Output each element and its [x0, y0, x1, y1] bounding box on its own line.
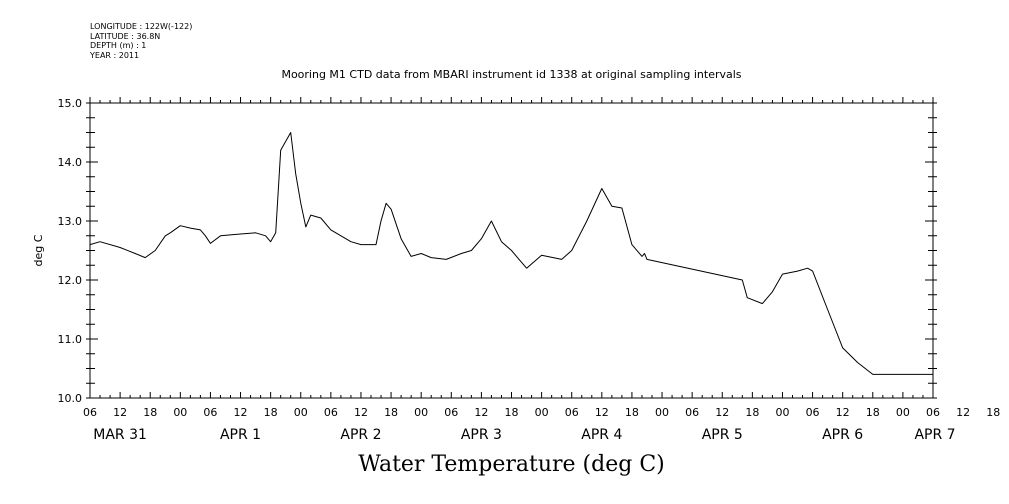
x-hour-label: 12 — [715, 406, 729, 419]
y-tick-label: 14.0 — [58, 156, 83, 169]
y-tick-label: 13.0 — [58, 215, 83, 228]
y-axis-ticks: 10.0 11.0 12.0 13.0 14.0 15.0 — [58, 97, 937, 405]
x-hour-label: 00 — [173, 406, 187, 419]
x-hour-label: 18 — [625, 406, 639, 419]
x-hour-label: 12 — [474, 406, 488, 419]
x-hour-label: 00 — [775, 406, 789, 419]
x-hour-label: 00 — [414, 406, 428, 419]
x-day-label: APR 3 — [461, 427, 502, 443]
x-hour-label: 18 — [264, 406, 278, 419]
x-hour-label: 06 — [926, 406, 940, 419]
x-hour-label: 06 — [685, 406, 699, 419]
x-hour-label: 06 — [444, 406, 458, 419]
x-hour-label: 18 — [143, 406, 157, 419]
footer-title: Water Temperature (deg C) — [358, 452, 665, 477]
x-hour-label: 18 — [986, 406, 1000, 419]
longitude-text: LONGITUDE : 122W(-122) — [90, 22, 193, 31]
y-tick-label: 11.0 — [58, 333, 83, 346]
y-tick-label: 10.0 — [58, 392, 83, 405]
x-day-label: APR 5 — [702, 427, 743, 443]
x-hour-label: 06 — [806, 406, 820, 419]
x-hour-label: 00 — [655, 406, 669, 419]
y-tick-label: 15.0 — [58, 97, 83, 110]
x-day-label: MAR 31 — [93, 427, 147, 443]
x-axis-ticks: 06 12 18 00 06 12 18 00 06 12 18 00 06 12 18 00 06 12 18 00… — [83, 97, 1000, 443]
x-day-label: APR 2 — [340, 427, 381, 443]
series-layer — [89, 132, 933, 375]
x-hour-label: 06 — [83, 406, 97, 419]
x-day-label: APR 6 — [822, 427, 863, 443]
series-line-0 — [89, 132, 933, 375]
x-hour-label: 12 — [354, 406, 368, 419]
latitude-text: LATITUDE : 36.8N — [90, 31, 161, 41]
chart-title: Mooring M1 CTD data from MBARI instrumen… — [281, 68, 742, 81]
y-axis-label: deg C — [32, 234, 45, 266]
depth-text: DEPTH (m) : 1 — [90, 41, 147, 50]
year-text: YEAR : 2011 — [90, 50, 140, 60]
x-hour-label: 12 — [234, 406, 248, 419]
x-hour-label: 18 — [866, 406, 880, 419]
x-hour-label: 12 — [956, 406, 970, 419]
x-day-label: APR 4 — [581, 427, 622, 443]
x-hour-label: 00 — [294, 406, 308, 419]
metadata-block: LONGITUDE : 122W(-122) LATITUDE : 36.8N … — [90, 22, 192, 60]
x-hour-label: 06 — [565, 406, 579, 419]
x-hour-label: 18 — [384, 406, 398, 419]
x-hour-label: 12 — [836, 406, 850, 419]
x-day-label: APR 1 — [220, 427, 261, 443]
x-hour-label: 00 — [896, 406, 910, 419]
x-hour-label: 06 — [203, 406, 217, 419]
x-hour-label: 06 — [324, 406, 338, 419]
x-hour-label: 12 — [113, 406, 127, 419]
x-day-label: APR 7 — [914, 427, 955, 443]
x-hour-label: 00 — [535, 406, 549, 419]
x-hour-label: 18 — [745, 406, 759, 419]
y-tick-label: 12.0 — [58, 274, 83, 287]
x-hour-label: 12 — [595, 406, 609, 419]
x-hour-label: 18 — [505, 406, 519, 419]
